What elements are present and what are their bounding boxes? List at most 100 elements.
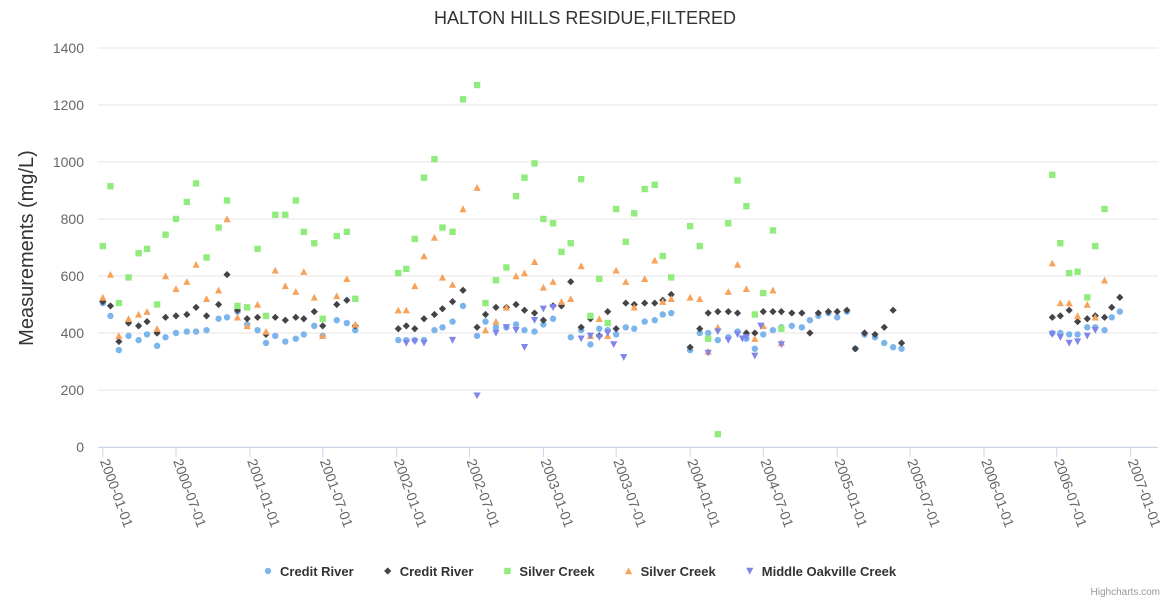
data-point[interactable]	[223, 270, 231, 279]
data-point[interactable]	[512, 272, 520, 280]
data-point[interactable]	[202, 295, 211, 302]
data-point[interactable]	[292, 288, 300, 295]
data-point[interactable]	[492, 303, 500, 311]
data-point[interactable]	[798, 324, 806, 331]
data-point[interactable]	[300, 228, 308, 236]
data-point[interactable]	[539, 316, 547, 324]
data-point[interactable]	[651, 299, 659, 307]
data-point[interactable]	[704, 335, 712, 342]
legend-label[interactable]: Middle Oakville Creek	[762, 564, 897, 579]
data-point[interactable]	[448, 298, 457, 306]
data-point[interactable]	[622, 324, 629, 331]
legend-item[interactable]: Middle Oakville Creek	[746, 564, 897, 579]
data-point[interactable]	[192, 180, 200, 187]
data-point[interactable]	[172, 312, 180, 320]
data-point[interactable]	[143, 331, 151, 338]
data-point[interactable]	[292, 335, 299, 342]
data-point[interactable]	[871, 330, 879, 339]
data-point[interactable]	[310, 308, 318, 316]
data-point[interactable]	[262, 327, 270, 335]
legend-label[interactable]: Silver Creek	[641, 564, 717, 579]
data-point[interactable]	[530, 258, 539, 265]
data-point[interactable]	[420, 315, 428, 323]
data-point[interactable]	[99, 298, 107, 306]
data-point[interactable]	[1056, 299, 1064, 307]
legend-symbol[interactable]	[504, 567, 511, 575]
data-point[interactable]	[333, 316, 340, 324]
data-point[interactable]	[449, 228, 456, 236]
data-point[interactable]	[473, 332, 481, 340]
data-point[interactable]	[292, 313, 300, 321]
credits-link[interactable]: Highcharts.com	[1091, 587, 1160, 598]
data-point[interactable]	[604, 319, 611, 327]
data-point[interactable]	[1083, 332, 1091, 340]
legend[interactable]: Credit River Credit River Silver Creek Silv…	[264, 564, 897, 579]
data-point[interactable]	[777, 308, 785, 316]
data-point[interactable]	[760, 289, 767, 297]
data-point[interactable]	[596, 325, 603, 332]
data-point[interactable]	[1074, 312, 1082, 320]
data-point[interactable]	[696, 325, 704, 333]
data-point[interactable]	[411, 325, 419, 333]
data-point[interactable]	[567, 295, 575, 302]
data-point[interactable]	[668, 309, 675, 317]
data-point[interactable]	[596, 275, 603, 283]
data-point[interactable]	[183, 198, 191, 206]
data-point[interactable]	[751, 335, 759, 342]
data-point[interactable]	[724, 308, 732, 316]
data-point[interactable]	[714, 308, 722, 316]
data-point[interactable]	[319, 315, 326, 322]
data-point[interactable]	[631, 210, 638, 217]
data-point[interactable]	[539, 305, 547, 313]
data-point[interactable]	[567, 240, 574, 247]
data-point[interactable]	[631, 325, 638, 332]
data-point[interactable]	[696, 329, 703, 337]
data-point[interactable]	[115, 337, 123, 346]
data-point[interactable]	[760, 331, 767, 338]
data-point[interactable]	[124, 315, 133, 322]
data-point[interactable]	[143, 318, 151, 326]
data-point[interactable]	[161, 272, 170, 280]
data-point[interactable]	[612, 325, 620, 333]
data-point[interactable]	[481, 310, 490, 319]
data-point[interactable]	[172, 329, 180, 337]
data-point[interactable]	[311, 322, 318, 330]
data-point[interactable]	[742, 285, 750, 293]
data-point[interactable]	[448, 336, 457, 344]
data-point[interactable]	[549, 220, 557, 227]
data-point[interactable]	[751, 352, 759, 360]
data-point[interactable]	[1056, 312, 1064, 320]
data-point[interactable]	[115, 332, 123, 340]
data-point[interactable]	[233, 306, 242, 314]
data-point[interactable]	[243, 322, 251, 330]
data-point[interactable]	[1065, 331, 1073, 338]
data-point[interactable]	[262, 312, 270, 320]
legend-label[interactable]: Credit River	[400, 564, 474, 579]
data-point[interactable]	[135, 336, 142, 344]
data-point[interactable]	[587, 312, 594, 320]
data-point[interactable]	[439, 324, 446, 331]
data-point[interactable]	[1108, 303, 1116, 311]
data-point[interactable]	[577, 175, 585, 183]
data-point[interactable]	[788, 322, 796, 330]
data-point[interactable]	[172, 215, 180, 223]
data-point[interactable]	[192, 303, 200, 311]
data-point[interactable]	[233, 313, 242, 321]
data-point[interactable]	[686, 293, 694, 301]
data-point[interactable]	[292, 197, 299, 204]
data-point[interactable]	[833, 308, 841, 316]
data-point[interactable]	[402, 306, 410, 314]
data-point[interactable]	[492, 324, 500, 331]
data-point[interactable]	[1116, 308, 1124, 315]
data-point[interactable]	[769, 308, 777, 316]
data-point[interactable]	[577, 262, 585, 270]
data-point[interactable]	[1100, 313, 1109, 321]
data-point[interactable]	[153, 301, 161, 308]
data-point[interactable]	[502, 303, 511, 311]
data-point[interactable]	[420, 252, 428, 260]
data-point[interactable]	[531, 160, 538, 167]
data-point[interactable]	[1092, 242, 1099, 250]
data-point[interactable]	[851, 345, 859, 353]
data-point[interactable]	[641, 299, 649, 307]
data-point[interactable]	[1074, 318, 1082, 326]
